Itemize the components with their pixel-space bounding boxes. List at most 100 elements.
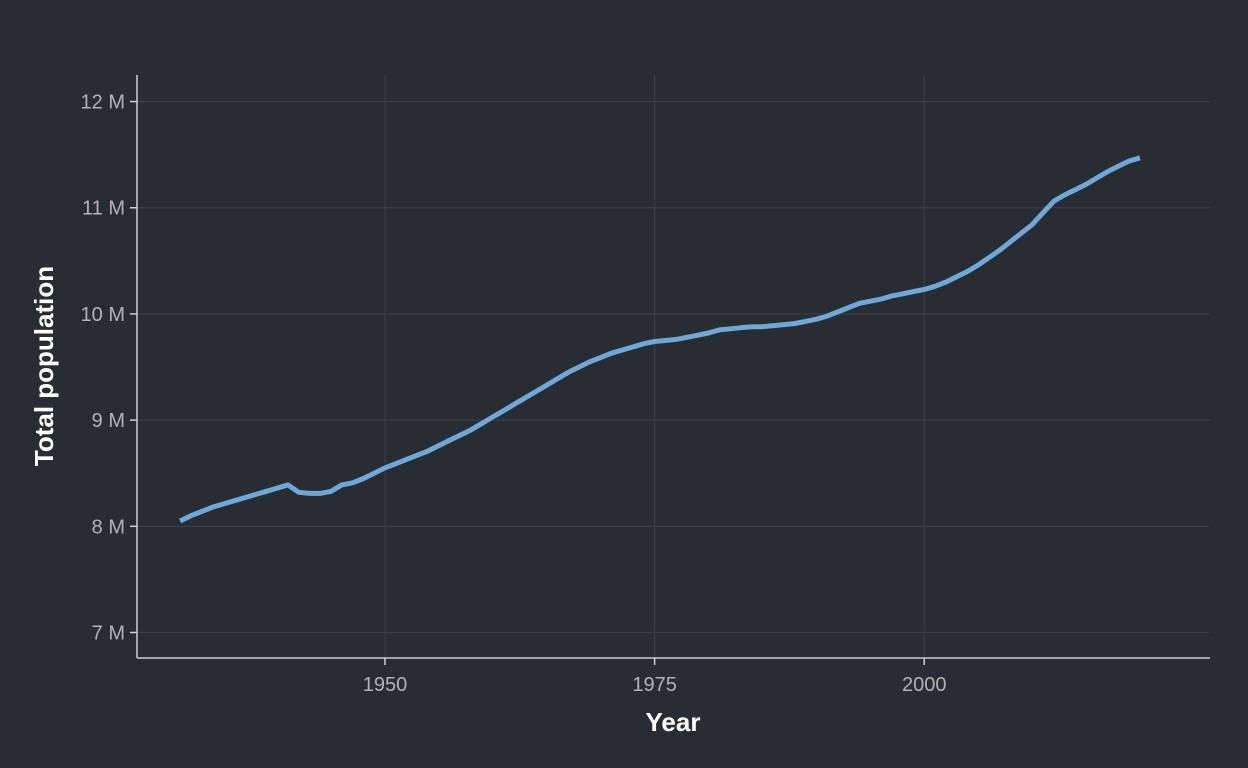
data-point <box>296 490 301 495</box>
y-axis-ticks: 7 M 8 M 9 M 10 M 11 M 12 M <box>81 92 137 645</box>
data-point <box>1127 159 1132 164</box>
data-point <box>879 297 884 302</box>
y-axis-title: Total population <box>29 266 59 466</box>
data-point <box>771 323 776 328</box>
data-point <box>221 502 226 507</box>
data-point <box>782 322 787 327</box>
y-tick-label: 10 M <box>81 304 125 326</box>
x-axis-ticks: 1950 1975 2000 <box>363 658 947 696</box>
data-point <box>965 269 970 274</box>
data-point <box>544 383 549 388</box>
data-point <box>512 402 517 407</box>
x-tick-label: 1975 <box>632 674 677 696</box>
data-point <box>458 433 463 438</box>
data-point <box>566 370 571 375</box>
data-point <box>361 476 366 481</box>
data-point <box>706 331 711 336</box>
data-point <box>922 287 927 292</box>
y-tick-label: 9 M <box>92 410 125 432</box>
data-point <box>933 284 938 289</box>
data-point <box>1062 193 1067 198</box>
data-point <box>178 519 183 524</box>
data-point <box>911 289 916 294</box>
y-tick-label: 12 M <box>81 92 125 114</box>
series-line-total-population <box>178 155 1141 524</box>
data-point <box>717 327 722 332</box>
data-point <box>232 498 237 503</box>
x-axis-title: Year <box>646 707 701 737</box>
data-point <box>480 421 485 426</box>
data-point <box>275 486 280 491</box>
y-tick-label: 7 M <box>92 623 125 645</box>
data-point <box>577 365 582 370</box>
data-point <box>188 513 193 518</box>
data-point <box>738 325 743 330</box>
data-point <box>889 293 894 298</box>
data-point <box>393 461 398 466</box>
data-point <box>436 443 441 448</box>
data-point <box>620 348 625 353</box>
data-point <box>685 335 690 340</box>
data-point <box>814 317 819 322</box>
data-point <box>1094 176 1099 181</box>
data-point <box>253 492 258 497</box>
data-point <box>1008 239 1013 244</box>
data-point <box>1073 187 1078 192</box>
data-point <box>372 471 377 476</box>
data-point <box>264 489 269 494</box>
data-point <box>641 341 646 346</box>
data-point <box>609 351 614 356</box>
data-point <box>1105 169 1110 174</box>
y-tick-label: 11 M <box>82 198 125 220</box>
data-point <box>868 299 873 304</box>
data-point <box>1019 231 1024 236</box>
data-point <box>695 333 700 338</box>
data-point <box>523 395 528 400</box>
data-point <box>404 457 409 462</box>
data-point <box>674 337 679 342</box>
data-point <box>286 482 291 487</box>
data-point <box>1030 222 1035 227</box>
data-point <box>490 414 495 419</box>
data-point <box>307 491 312 496</box>
data-point <box>749 324 754 329</box>
data-point <box>447 438 452 443</box>
x-tick-label: 1950 <box>363 674 408 696</box>
data-point <box>836 309 841 314</box>
data-point <box>426 448 431 453</box>
data-point <box>728 326 733 331</box>
data-point <box>329 489 334 494</box>
data-point <box>1084 182 1089 187</box>
y-gridlines <box>137 100 1210 634</box>
data-point <box>598 355 603 360</box>
data-point <box>555 376 560 381</box>
data-point <box>631 344 636 349</box>
data-point <box>242 495 247 500</box>
data-point <box>534 389 539 394</box>
data-point <box>792 321 797 326</box>
data-point <box>1040 211 1045 216</box>
x-gridlines <box>384 75 925 658</box>
data-point <box>350 480 355 485</box>
data-point <box>760 324 765 329</box>
data-point <box>1137 155 1142 160</box>
data-point <box>339 482 344 487</box>
data-point <box>825 314 830 319</box>
data-point <box>900 291 905 296</box>
data-point <box>501 408 506 413</box>
data-point <box>1116 164 1121 169</box>
data-point <box>652 339 657 344</box>
data-point <box>846 305 851 310</box>
y-tick-label: 8 M <box>92 516 125 538</box>
x-tick-label: 2000 <box>902 674 947 696</box>
data-point <box>803 319 808 324</box>
data-point <box>318 491 323 496</box>
data-point <box>199 509 204 514</box>
data-point <box>469 427 474 432</box>
data-point <box>943 280 948 285</box>
data-point <box>976 263 981 268</box>
data-point <box>986 255 991 260</box>
data-point <box>663 338 668 343</box>
data-point <box>857 301 862 306</box>
